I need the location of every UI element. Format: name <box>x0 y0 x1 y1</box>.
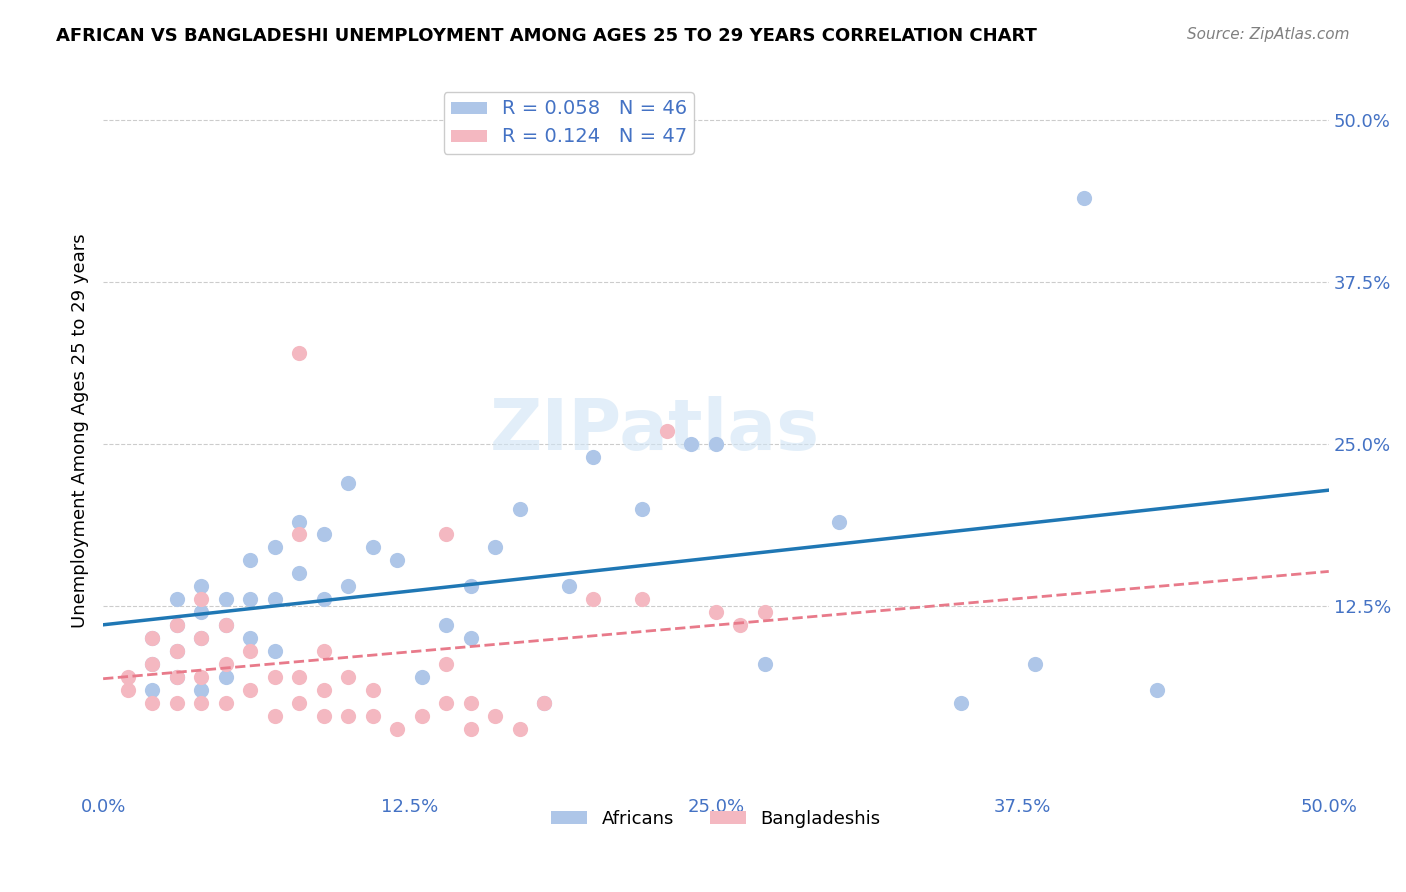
Point <box>141 682 163 697</box>
Point <box>533 696 555 710</box>
Point <box>166 670 188 684</box>
Point <box>215 657 238 671</box>
Point <box>288 346 311 360</box>
Point <box>754 657 776 671</box>
Y-axis label: Unemployment Among Ages 25 to 29 years: Unemployment Among Ages 25 to 29 years <box>72 234 89 628</box>
Point <box>288 696 311 710</box>
Point <box>631 592 654 607</box>
Point <box>361 541 384 555</box>
Point <box>434 527 457 541</box>
Point <box>190 670 212 684</box>
Point <box>582 450 605 464</box>
Point <box>704 605 727 619</box>
Point <box>312 708 335 723</box>
Point <box>117 670 139 684</box>
Point <box>239 592 262 607</box>
Point <box>337 475 360 490</box>
Point <box>166 618 188 632</box>
Point <box>509 722 531 736</box>
Point <box>117 682 139 697</box>
Legend: Africans, Bangladeshis: Africans, Bangladeshis <box>544 803 889 835</box>
Point <box>730 618 752 632</box>
Point <box>950 696 973 710</box>
Point <box>387 553 409 567</box>
Point <box>1024 657 1046 671</box>
Point <box>1073 191 1095 205</box>
Point <box>288 527 311 541</box>
Point <box>190 579 212 593</box>
Point <box>166 644 188 658</box>
Point <box>190 631 212 645</box>
Point <box>312 592 335 607</box>
Point <box>239 644 262 658</box>
Point <box>361 708 384 723</box>
Point <box>460 631 482 645</box>
Point <box>141 657 163 671</box>
Point <box>509 501 531 516</box>
Point <box>239 682 262 697</box>
Point <box>263 541 285 555</box>
Point <box>312 644 335 658</box>
Point <box>312 527 335 541</box>
Point <box>215 592 238 607</box>
Point <box>704 437 727 451</box>
Point <box>484 708 506 723</box>
Text: AFRICAN VS BANGLADESHI UNEMPLOYMENT AMONG AGES 25 TO 29 YEARS CORRELATION CHART: AFRICAN VS BANGLADESHI UNEMPLOYMENT AMON… <box>56 27 1038 45</box>
Point <box>312 682 335 697</box>
Point <box>215 696 238 710</box>
Point <box>337 708 360 723</box>
Point <box>190 682 212 697</box>
Point <box>387 722 409 736</box>
Point <box>337 670 360 684</box>
Point <box>434 696 457 710</box>
Text: ZIPatlas: ZIPatlas <box>489 396 820 466</box>
Point <box>141 631 163 645</box>
Point <box>361 682 384 697</box>
Point <box>263 670 285 684</box>
Point <box>215 618 238 632</box>
Point <box>827 515 849 529</box>
Point <box>166 644 188 658</box>
Point <box>141 631 163 645</box>
Point <box>411 670 433 684</box>
Point <box>263 644 285 658</box>
Point <box>190 605 212 619</box>
Point <box>166 618 188 632</box>
Point <box>288 670 311 684</box>
Point <box>434 657 457 671</box>
Point <box>337 579 360 593</box>
Point <box>558 579 581 593</box>
Point <box>631 501 654 516</box>
Point <box>239 631 262 645</box>
Point <box>533 696 555 710</box>
Point <box>263 592 285 607</box>
Point <box>484 541 506 555</box>
Point <box>190 631 212 645</box>
Point <box>288 515 311 529</box>
Point <box>141 657 163 671</box>
Point <box>411 708 433 723</box>
Point <box>166 592 188 607</box>
Point <box>460 696 482 710</box>
Point <box>215 670 238 684</box>
Point <box>1146 682 1168 697</box>
Point <box>166 670 188 684</box>
Point <box>263 708 285 723</box>
Point <box>141 696 163 710</box>
Point <box>239 553 262 567</box>
Point <box>681 437 703 451</box>
Point <box>434 618 457 632</box>
Point <box>190 592 212 607</box>
Point <box>190 696 212 710</box>
Point <box>754 605 776 619</box>
Point <box>460 579 482 593</box>
Text: Source: ZipAtlas.com: Source: ZipAtlas.com <box>1187 27 1350 42</box>
Point <box>288 566 311 581</box>
Point <box>215 618 238 632</box>
Point <box>166 696 188 710</box>
Point <box>460 722 482 736</box>
Point <box>582 592 605 607</box>
Point <box>655 424 678 438</box>
